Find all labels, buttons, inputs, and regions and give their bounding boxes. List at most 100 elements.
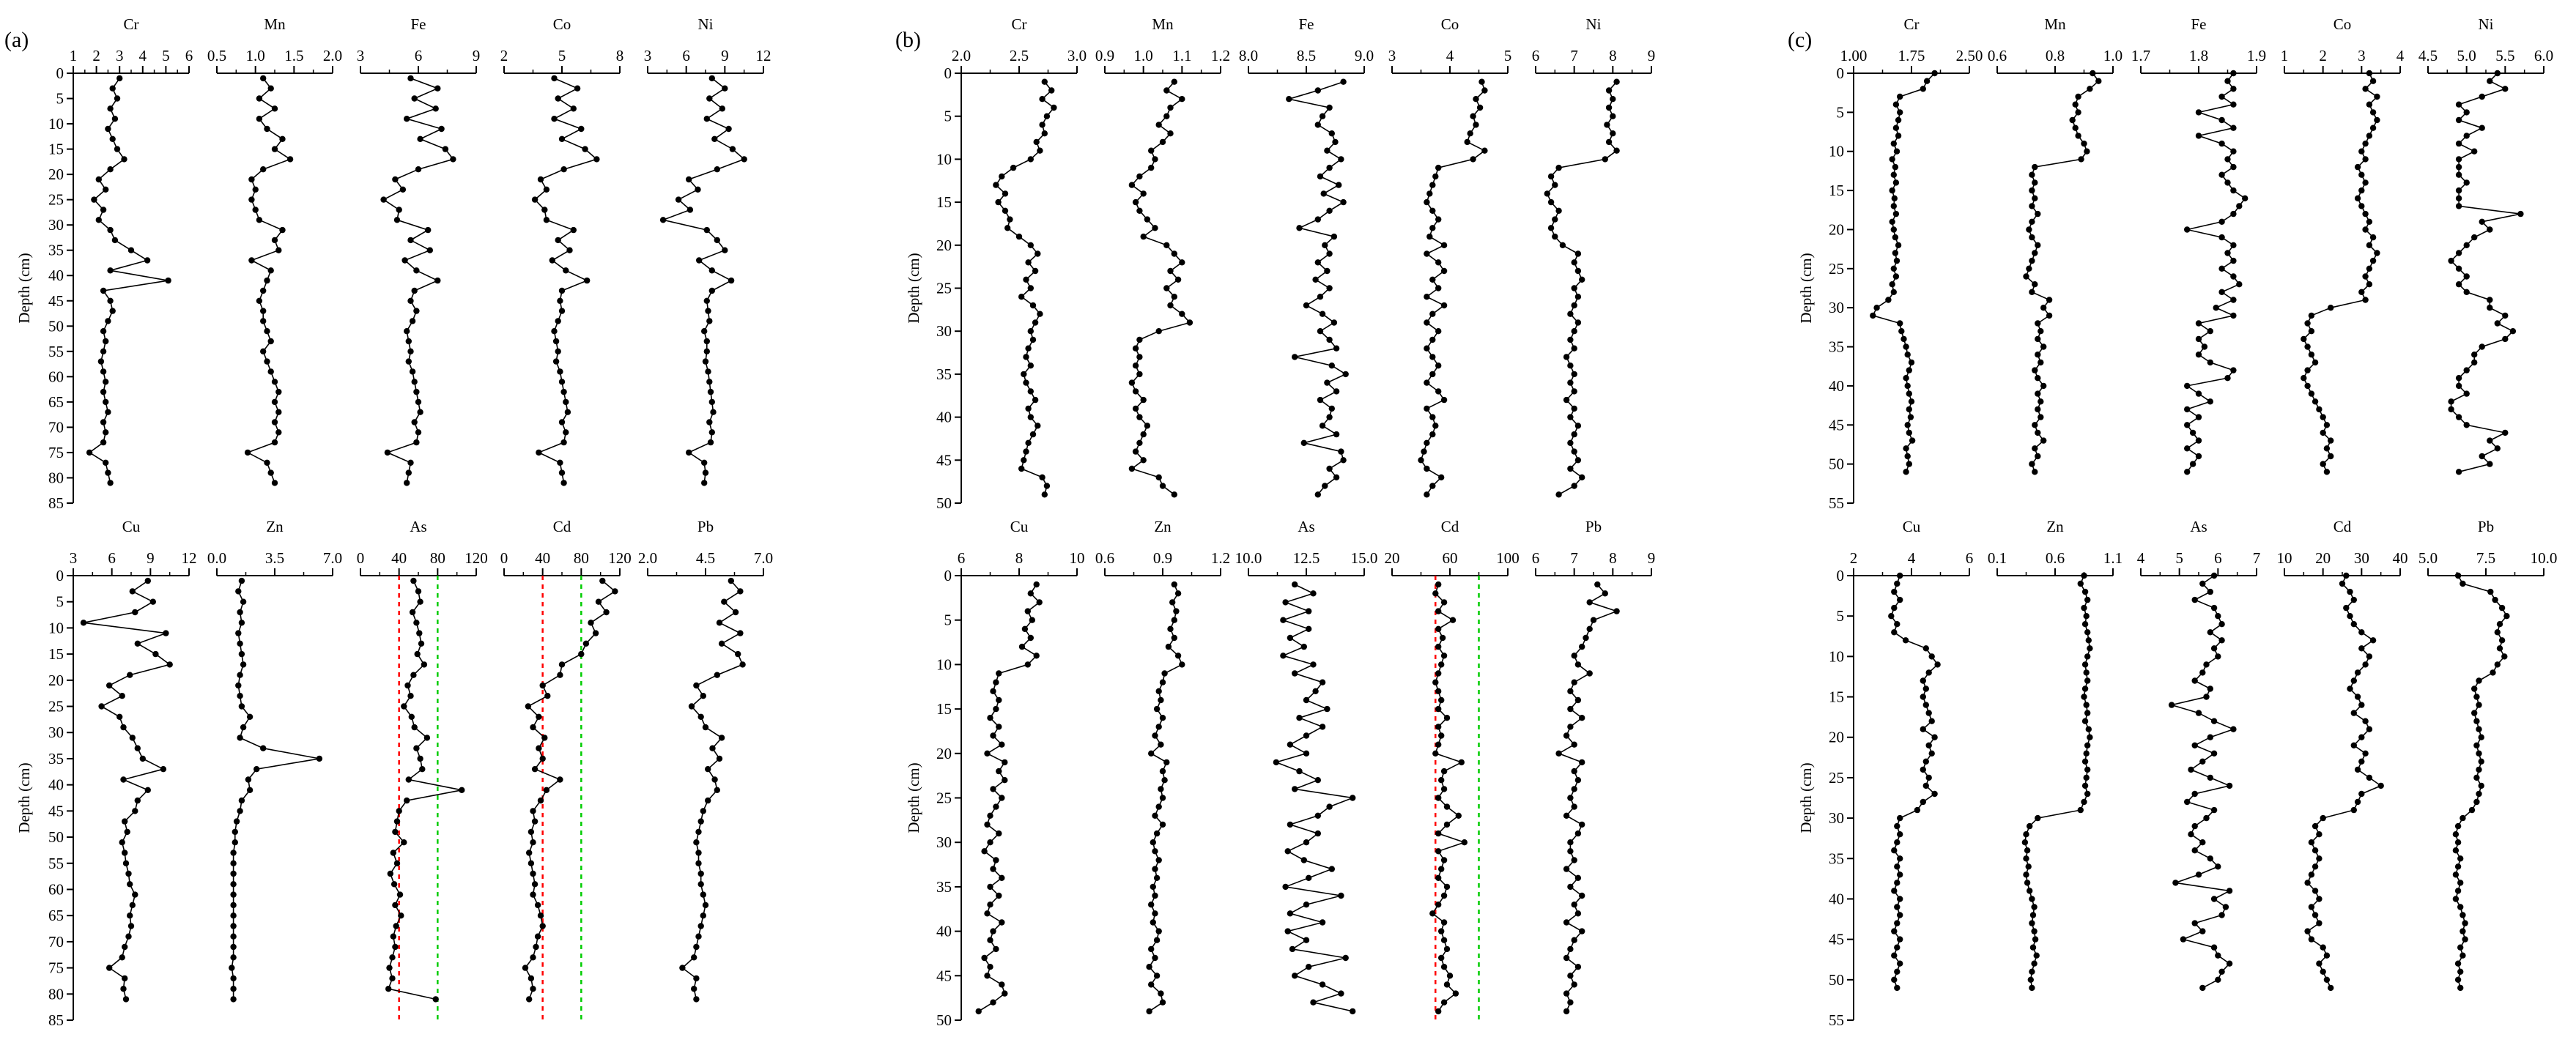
x-tick-label: 1.75 (1898, 47, 1925, 64)
data-point (2312, 398, 2319, 405)
data-point (1314, 259, 1322, 266)
y-tick-label: 20 (936, 237, 952, 254)
data-point (2230, 726, 2237, 732)
data-point (1140, 233, 1147, 240)
data-point (708, 75, 715, 82)
data-point (2343, 604, 2350, 612)
data-point (264, 328, 270, 335)
data-point (1159, 715, 1166, 721)
data-point (1171, 581, 1178, 588)
data-point (1027, 328, 1035, 335)
data-point (2180, 936, 2187, 943)
data-point (1424, 250, 1430, 257)
data-point (1319, 724, 1326, 730)
data-point (1440, 999, 1448, 1006)
data-point (1567, 973, 1574, 979)
data-point (100, 207, 107, 213)
data-point (2035, 352, 2041, 358)
data-point (1146, 1008, 1152, 1015)
data-point (695, 828, 702, 836)
data-point (705, 308, 711, 314)
data-point (1132, 345, 1139, 352)
data-point (695, 860, 702, 867)
data-point (2362, 86, 2369, 92)
data-point (2215, 653, 2221, 660)
data-point (2213, 305, 2219, 311)
data-point (2354, 766, 2361, 773)
data-point (702, 469, 709, 476)
data-point (260, 75, 267, 82)
data-point (1426, 233, 1433, 240)
data-point (2362, 718, 2369, 724)
data-point (2184, 226, 2191, 233)
data-point (1287, 910, 1294, 917)
data-point (531, 766, 538, 773)
data-point (120, 724, 127, 731)
data-point (2452, 847, 2460, 854)
data-point (417, 409, 423, 415)
data-point (2328, 437, 2334, 444)
data-point (1890, 226, 1897, 233)
data-point (2032, 445, 2038, 452)
data-point (2455, 187, 2462, 194)
data-point (2083, 613, 2090, 620)
x-tick-label: 2.50 (1956, 47, 1983, 64)
x-tick-label: 4 (2137, 549, 2145, 567)
x-tick-label: 0.6 (2046, 549, 2065, 567)
data-point (417, 598, 423, 605)
data-point (1317, 294, 1324, 300)
data-point (2498, 637, 2506, 644)
data-point (2455, 250, 2462, 256)
data-point (993, 679, 999, 685)
data-point (411, 379, 418, 385)
data-point (708, 267, 715, 274)
data-point (407, 459, 414, 466)
data-point (1159, 138, 1166, 146)
data-point (2046, 297, 2053, 303)
data-point (1027, 285, 1035, 291)
data-point (2316, 960, 2323, 967)
data-point (555, 95, 561, 102)
data-point (1440, 768, 1448, 775)
x-tick-label: 2 (500, 47, 508, 64)
data-point (2195, 390, 2202, 397)
data-point (419, 766, 426, 773)
x-tick-label: 10.0 (1235, 549, 1262, 567)
data-point (703, 226, 710, 234)
data-point (693, 996, 700, 1003)
y-tick-label: 85 (48, 1011, 64, 1029)
data-point (1140, 457, 1147, 464)
data-point (2354, 669, 2361, 676)
data-point (401, 257, 408, 264)
panel-label: (b) (895, 28, 921, 52)
data-point (2168, 702, 2175, 708)
data-point (2081, 140, 2087, 147)
plot-title: As (410, 518, 426, 535)
data-point (1571, 405, 1577, 412)
data-point (2029, 968, 2035, 975)
x-tick-label: 6 (1966, 549, 1974, 567)
data-point (1461, 839, 1468, 846)
data-point (708, 398, 715, 406)
data-point (2457, 904, 2464, 910)
data-point (1039, 122, 1045, 128)
data-point (1018, 643, 1026, 650)
data-point (1467, 130, 1473, 137)
data-point (2517, 210, 2524, 218)
data-point (1435, 902, 1442, 908)
data-point (413, 745, 420, 751)
data-point (1571, 653, 1577, 659)
data-point (1894, 984, 1900, 992)
data-point (2455, 281, 2462, 288)
data-point (2490, 669, 2496, 676)
x-tick-label: 7 (1570, 549, 1578, 567)
data-point (2230, 312, 2237, 319)
y-tick-label: 60 (48, 368, 64, 385)
data-point (710, 409, 717, 415)
x-tick-label: 8.5 (1297, 47, 1316, 64)
data-point (1476, 104, 1484, 111)
data-point (1438, 732, 1445, 739)
data-point (729, 146, 736, 152)
data-point (1574, 661, 1582, 668)
